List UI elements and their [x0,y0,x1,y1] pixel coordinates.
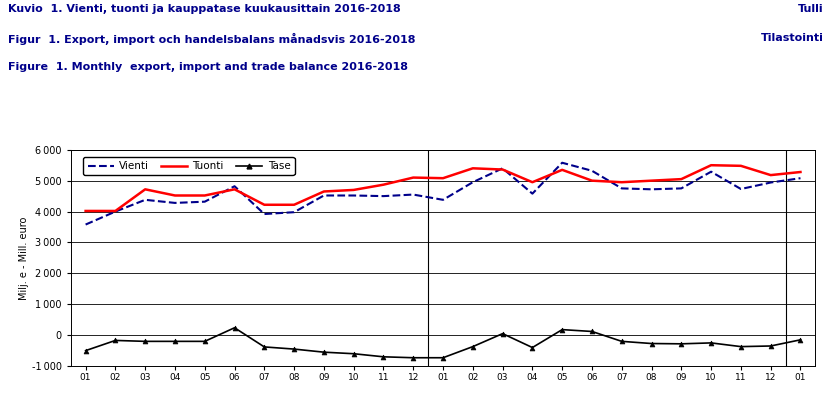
Text: Figure  1. Monthly  export, import and trade balance 2016-2018: Figure 1. Monthly export, import and tra… [8,62,409,72]
Text: Figur  1. Export, import och handelsbalans månadsvis 2016-2018: Figur 1. Export, import och handelsbalan… [8,33,416,45]
Text: Tilastointi: Tilastointi [760,33,824,43]
Y-axis label: Milj. e - Mill. euro: Milj. e - Mill. euro [19,216,29,300]
Legend: Vienti, Tuonti, Tase: Vienti, Tuonti, Tase [83,157,295,176]
Text: Tulli: Tulli [798,4,824,14]
Text: Kuvio  1. Vienti, tuonti ja kauppatase kuukausittain 2016-2018: Kuvio 1. Vienti, tuonti ja kauppatase ku… [8,4,401,14]
